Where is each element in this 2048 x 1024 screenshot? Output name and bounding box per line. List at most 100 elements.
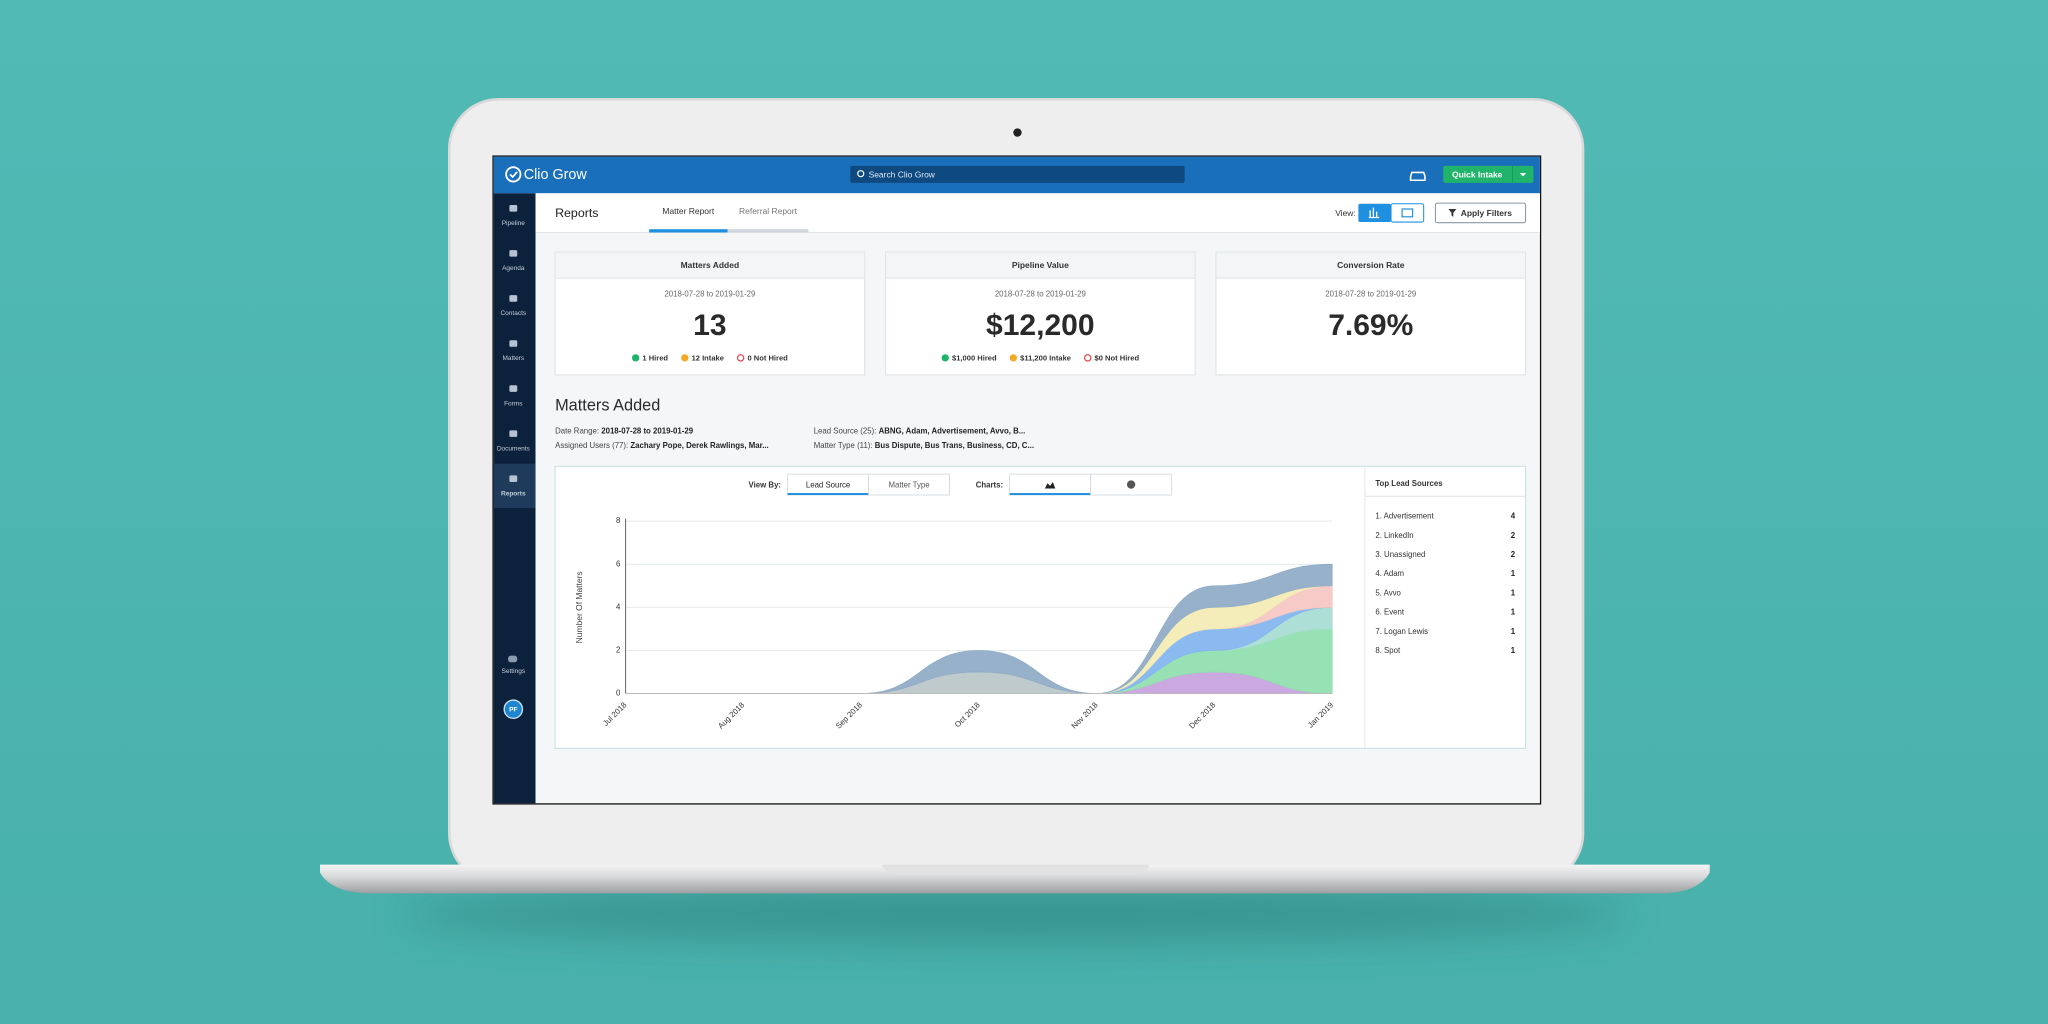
y-tick-label: 0 (616, 689, 621, 698)
card-value: 7.69% (1328, 309, 1413, 342)
sidebar-label[interactable]: Settings (502, 668, 526, 675)
card-date-range: 2018-07-28 to 2019-01-29 (664, 290, 755, 299)
y-tick-label: 4 (616, 602, 621, 611)
laptop-base (320, 864, 1710, 894)
filter-icon (1448, 208, 1457, 217)
filter-line: Date Range: 2018-07-28 to 2019-01-29 (555, 427, 694, 436)
filter-line: Lead Source (25): ABNG, Adam, Advertisem… (814, 427, 1026, 436)
sidebar-label[interactable]: Forms (504, 400, 523, 407)
card-status: $11,200 Intake (1020, 354, 1071, 363)
sidebar-icon[interactable] (509, 385, 518, 392)
filter-value: Bus Dispute, Bus Trans, Business, CD, C.… (875, 441, 1034, 450)
sidebar-active (493, 463, 536, 509)
card-status: 1 Hired (642, 354, 668, 363)
lead-source-label: 5. Avvo (1375, 588, 1401, 597)
sidebar-label[interactable]: Matters (502, 355, 524, 362)
filter-line: Assigned Users (77): Zachary Pope, Derek… (555, 441, 769, 450)
logo-icon (505, 166, 522, 183)
lead-source-count: 1 (1511, 646, 1516, 655)
quick-intake-button[interactable] (1443, 165, 1534, 183)
toggle-active (1009, 493, 1091, 496)
sidebar-icon[interactable] (509, 340, 518, 347)
status-icon (941, 354, 949, 362)
toggle-label: Matter Type (888, 480, 929, 489)
inbox-icon[interactable] (1409, 171, 1426, 182)
card-date-range: 2018-07-28 to 2019-01-29 (1325, 290, 1416, 299)
y-tick-label: 2 (616, 646, 620, 655)
laptop-notch (881, 864, 1150, 876)
view-chart-button[interactable] (1358, 203, 1392, 223)
card-status: 0 Not Hired (747, 354, 788, 363)
sidebar-label[interactable]: Documents (497, 445, 531, 452)
avatar[interactable] (503, 699, 524, 720)
sidebar-icon[interactable] (509, 475, 518, 482)
sidebar-label[interactable]: Pipeline (502, 220, 526, 227)
tab[interactable]: Matter Report (662, 206, 714, 216)
sidebar-label[interactable]: Contacts (500, 310, 526, 317)
settings-icon[interactable] (508, 655, 518, 663)
filter-value: 2018-07-28 to 2019-01-29 (601, 427, 693, 436)
sidebar-label[interactable]: Reports (501, 490, 526, 497)
toggle-button[interactable] (868, 473, 951, 496)
view-label: View: (1335, 208, 1356, 218)
search-icon (857, 170, 865, 178)
lead-source-count: 1 (1511, 569, 1516, 578)
shadow (400, 885, 1629, 944)
sidebar-label[interactable]: Agenda (502, 265, 525, 272)
sidebar-icon[interactable] (509, 205, 518, 212)
y-axis-label: Number Of Matters (574, 571, 584, 643)
y-tick-label: 6 (616, 559, 621, 568)
avatar-initials: PF (509, 707, 517, 714)
tab[interactable]: Referral Report (739, 206, 798, 216)
apply-filters-label: Apply Filters (1461, 208, 1513, 218)
card-title: Matters Added (681, 260, 740, 270)
area-icon (1044, 481, 1056, 489)
status-icon (1084, 354, 1092, 362)
sidebar-icon[interactable] (509, 430, 518, 437)
camera (1013, 128, 1022, 137)
search-placeholder: Search Clio Grow (869, 169, 936, 179)
filter-value: Zachary Pope, Derek Rawlings, Mar... (630, 441, 768, 450)
status-icon (736, 354, 745, 362)
lead-source-label: 2. LinkedIn (1375, 531, 1413, 540)
apply-filters-button[interactable] (1434, 202, 1527, 224)
view-table-button[interactable] (1390, 203, 1425, 223)
sidebar-icon[interactable] (509, 250, 518, 257)
card-header (555, 252, 865, 279)
logo-check (509, 171, 518, 179)
filter-value: ABNG, Adam, Advertisement, Avvo, B... (879, 427, 1026, 436)
card-title: Conversion Rate (1337, 260, 1405, 270)
filter-label: Assigned Users (77): (555, 441, 628, 450)
dropdown-caret[interactable] (1519, 173, 1527, 177)
search-box[interactable] (850, 165, 1185, 183)
lead-source-count: 2 (1511, 550, 1516, 559)
pie-icon (1126, 480, 1136, 489)
card-value: 13 (693, 309, 726, 342)
card-status: $0 Not Hired (1095, 354, 1140, 363)
sidebar-icon[interactable] (509, 295, 518, 302)
section-title: Matters Added (555, 397, 660, 415)
lead-source-count: 1 (1511, 608, 1516, 617)
lead-source-count: 1 (1511, 627, 1516, 636)
lead-source-label: 1. Advertisement (1375, 512, 1434, 521)
area (625, 563, 1333, 694)
view-by-label: View By: (749, 480, 782, 489)
lead-source-count: 2 (1511, 531, 1516, 540)
y-tick-label: 8 (616, 516, 621, 525)
logo[interactable]: Clio Grow (524, 167, 588, 183)
page-title: Reports (555, 206, 598, 220)
status-icon (681, 354, 689, 362)
top-sources-title: Top Lead Sources (1375, 479, 1443, 488)
tab-underline (727, 229, 809, 233)
tab-underline-active (649, 229, 728, 233)
area-chart-button[interactable] (1009, 473, 1092, 496)
card-value: $12,200 (986, 309, 1095, 342)
lead-source-label: 6. Event (1375, 608, 1405, 617)
filter-label: Matter Type (11): (814, 441, 873, 450)
card-status: 12 Intake (692, 354, 724, 363)
filter-line: Matter Type (11): Bus Dispute, Bus Trans… (814, 441, 1034, 450)
charts-label: Charts: (976, 480, 1003, 489)
lead-source-label: 7. Logan Lewis (1375, 627, 1428, 636)
lead-source-label: 4. Adam (1375, 569, 1404, 578)
